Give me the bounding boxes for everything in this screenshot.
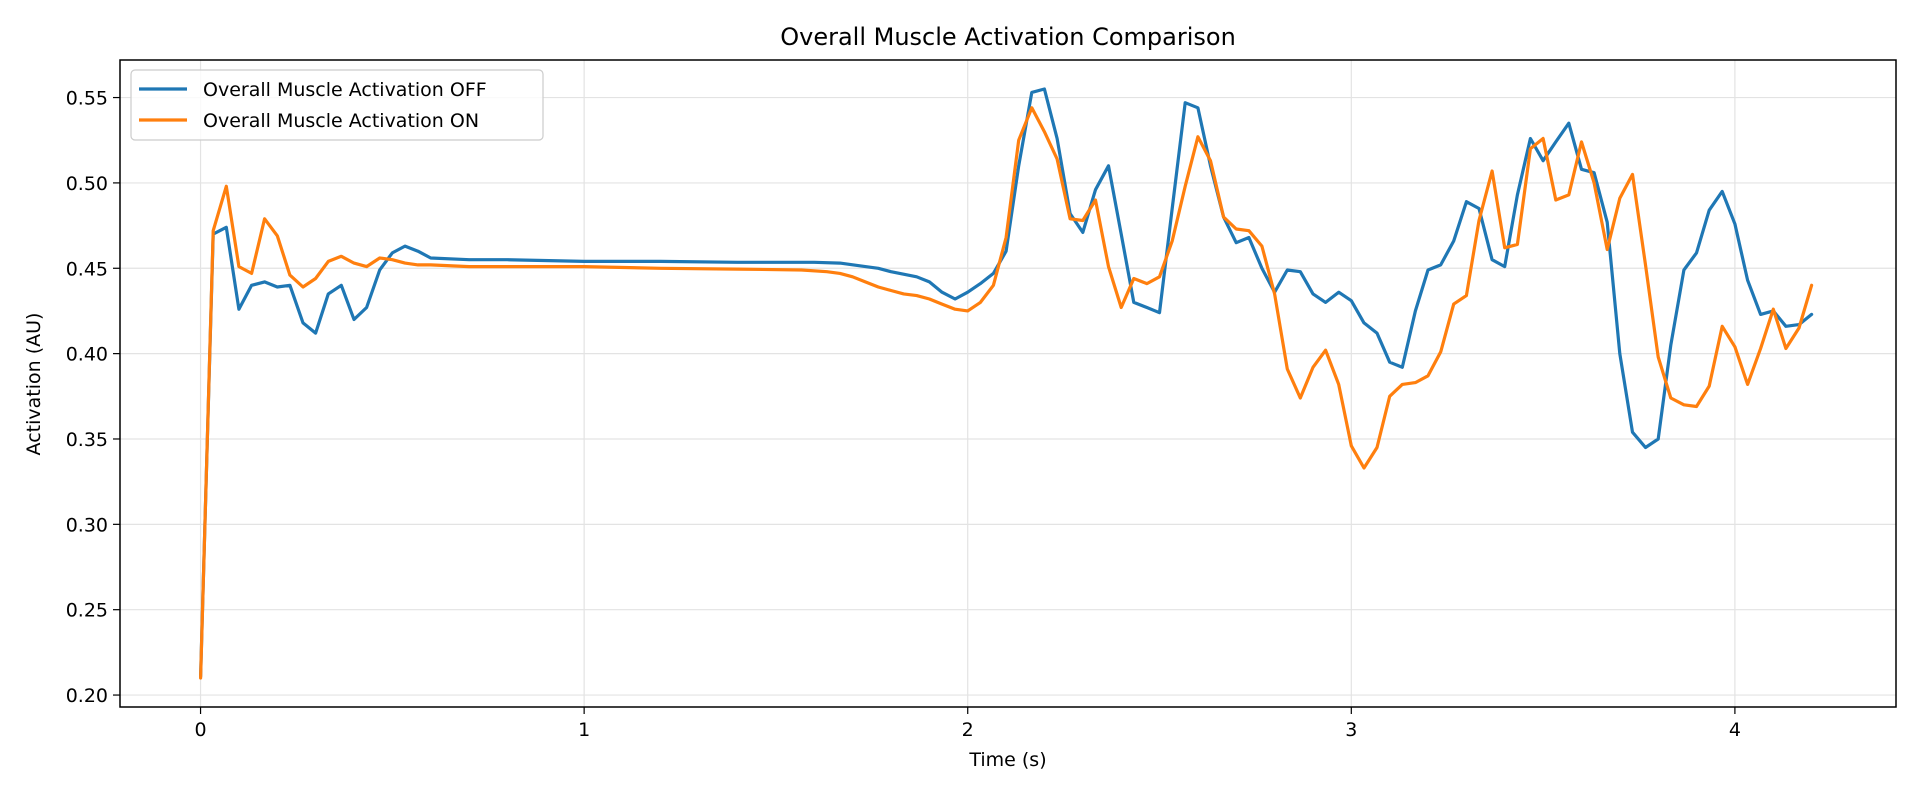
x-tick-label: 1 <box>578 719 590 741</box>
axis-ticks: 0 1 2 3 4 0.20 0.25 0.30 0.35 0.40 0.45 0.50 0.55 <box>66 88 1741 741</box>
y-tick-label: 0.50 <box>66 173 108 195</box>
y-tick-label: 0.40 <box>66 344 108 366</box>
legend-label: Overall Muscle Activation ON <box>203 110 479 132</box>
y-tick-label: 0.55 <box>66 88 108 110</box>
legend: Overall Muscle Activation OFF Overall Mus… <box>130 69 544 141</box>
x-tick-label: 4 <box>1729 719 1741 741</box>
chart-title: Overall Muscle Activation Comparison <box>780 23 1236 51</box>
series-lines <box>199 87 1814 680</box>
legend-label: Overall Muscle Activation OFF <box>203 79 487 101</box>
legend-box <box>130 69 544 141</box>
series-line-on <box>199 106 1814 680</box>
y-tick-label: 0.30 <box>66 514 108 536</box>
gridlines <box>120 60 1896 707</box>
x-tick-label: 2 <box>962 719 974 741</box>
y-tick-label: 0.20 <box>66 685 108 707</box>
y-tick-label: 0.45 <box>66 258 108 280</box>
y-tick-label: 0.25 <box>66 600 108 622</box>
x-tick-label: 3 <box>1345 719 1357 741</box>
series-line-off <box>199 87 1814 678</box>
plot-frame <box>119 59 1897 708</box>
x-tick-label: 0 <box>195 719 207 741</box>
y-axis-label: Activation (AU) <box>23 313 45 456</box>
y-tick-label: 0.35 <box>66 429 108 451</box>
x-axis-label: Time (s) <box>968 749 1046 771</box>
